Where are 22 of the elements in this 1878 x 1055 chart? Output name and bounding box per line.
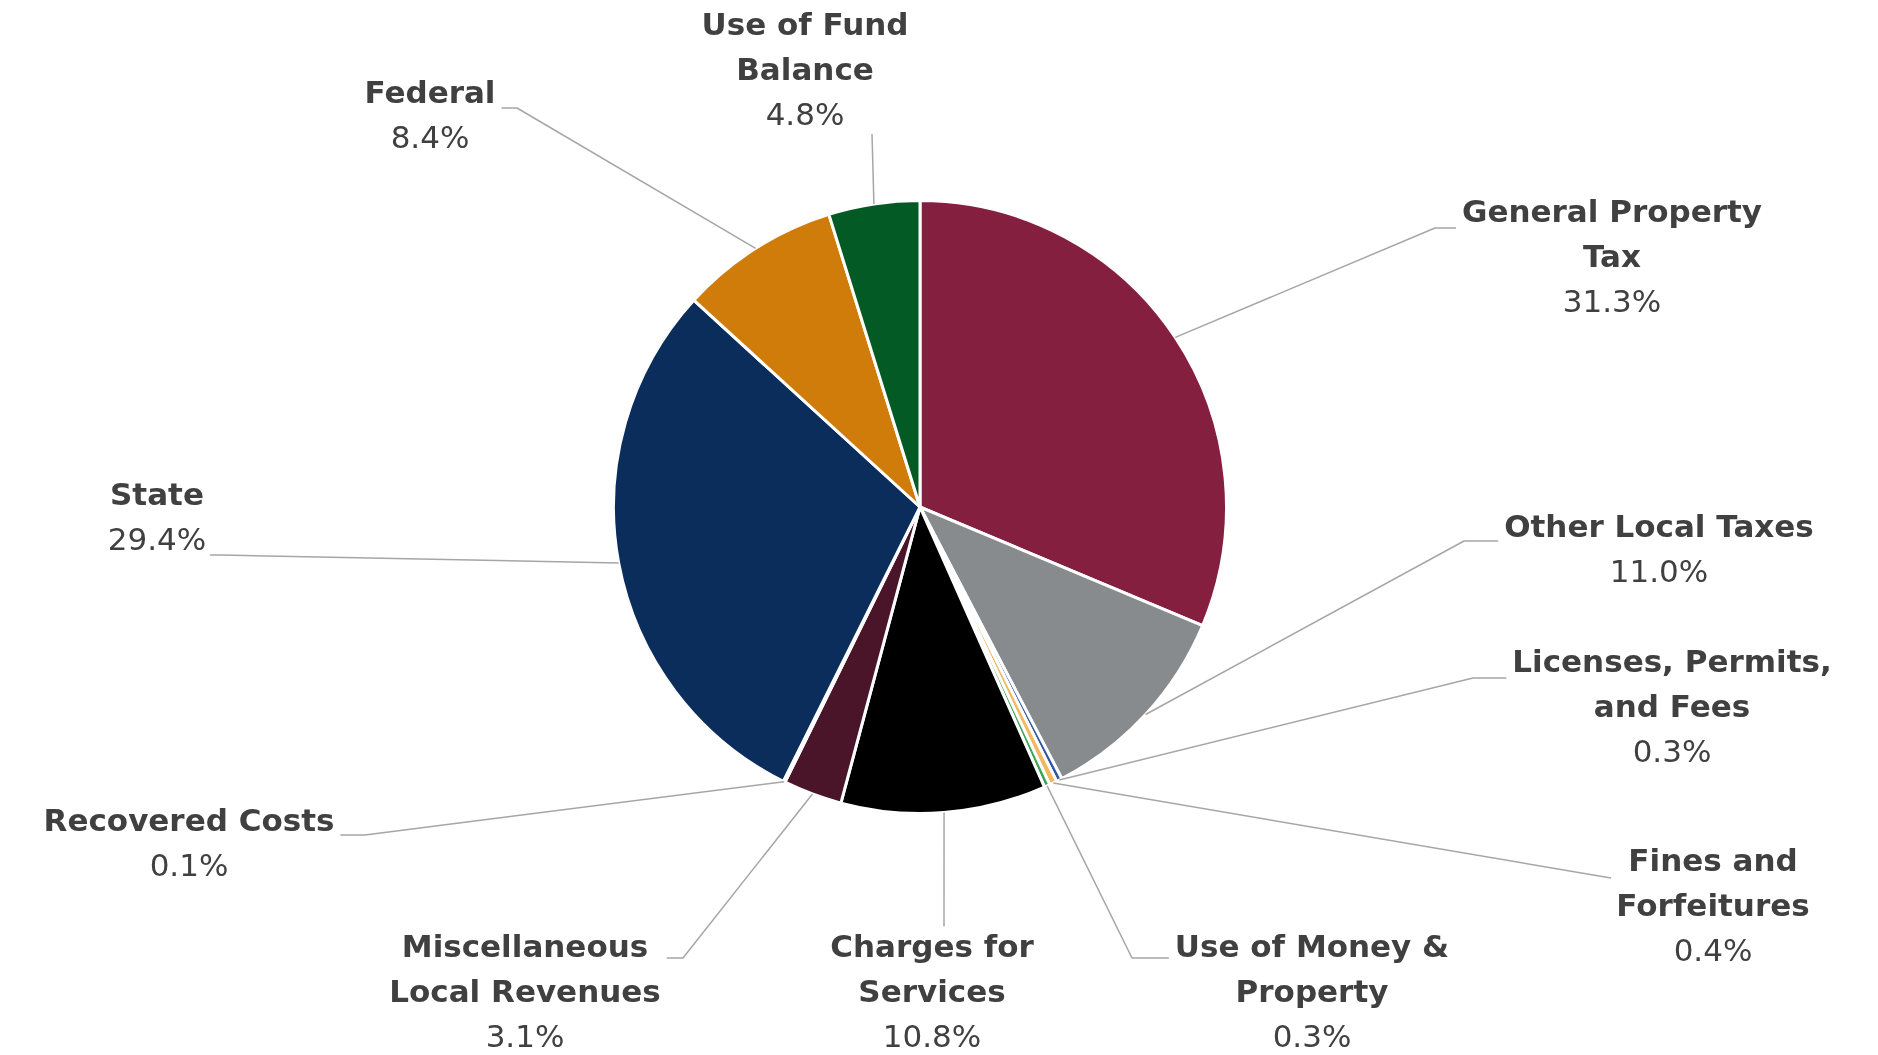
data-label: 3.1%	[485, 1018, 565, 1055]
slice-label: State	[110, 475, 204, 512]
data-label: 29.4%	[107, 520, 207, 557]
data-label: 8.4%	[390, 118, 470, 155]
data-label: 0.3%	[1272, 1018, 1352, 1055]
slice-label: Licenses, Permits, and Fees	[1512, 643, 1832, 725]
slice-label: Use of Money & Property	[1174, 928, 1450, 1010]
slice-label: General Property Tax	[1461, 193, 1763, 275]
slice-label: Miscellaneous Local Revenues	[389, 928, 661, 1010]
slice-label: Fines and Forfeitures	[1616, 842, 1810, 924]
data-label: 4.8%	[765, 96, 845, 133]
data-label: 0.3%	[1632, 733, 1712, 770]
data-label: 11.0%	[1609, 552, 1709, 589]
slice-label: Charges for Services	[830, 928, 1035, 1010]
data-label: 10.8%	[882, 1018, 982, 1055]
slice-label: Recovered Costs	[43, 801, 335, 838]
slice-label: Other Local Taxes	[1504, 507, 1814, 544]
slice-label: Use of Fund Balance	[701, 6, 909, 88]
data-label: 0.1%	[149, 846, 229, 883]
slice-label: Federal	[364, 73, 496, 110]
data-label: 31.3%	[1562, 283, 1662, 320]
data-label: 0.4%	[1673, 932, 1753, 969]
